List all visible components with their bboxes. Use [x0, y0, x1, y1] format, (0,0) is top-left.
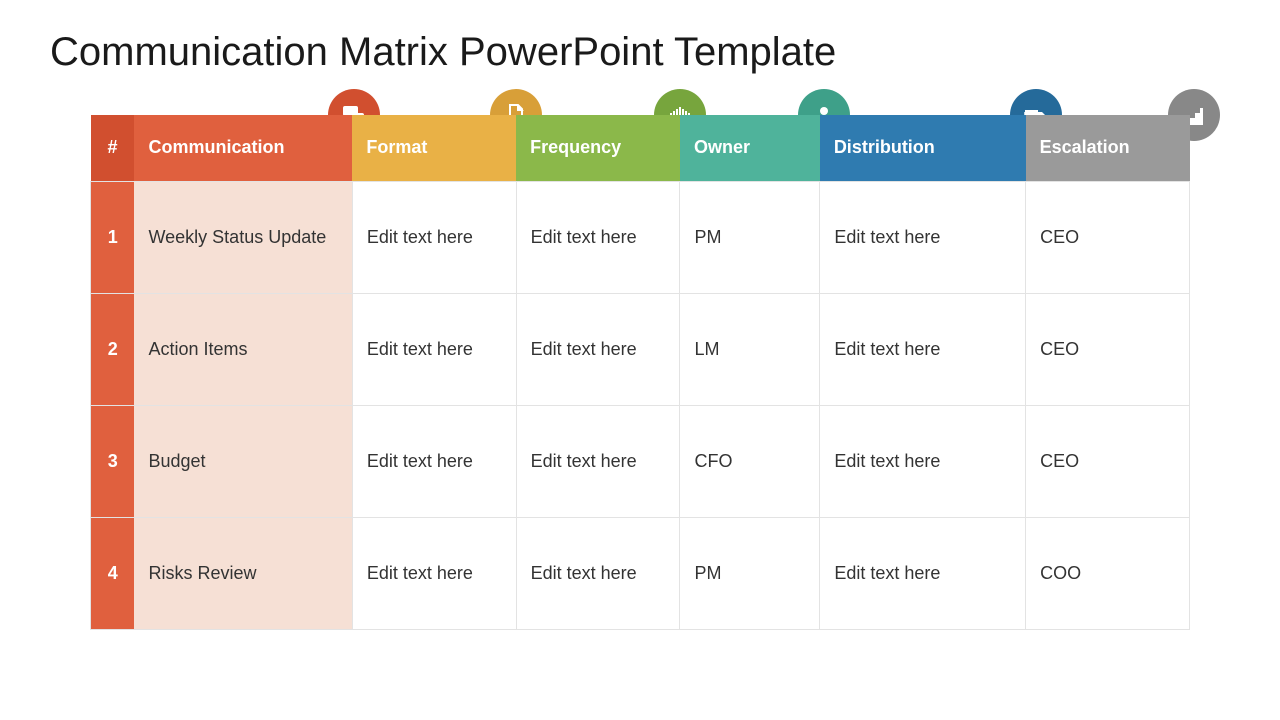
cell-escalation: CEO — [1026, 181, 1190, 293]
cell-owner: LM — [680, 293, 820, 405]
cell-distribution: Edit text here — [820, 293, 1026, 405]
communication-matrix-table: # Communication Format Frequency Owner D… — [90, 115, 1190, 630]
cell-distribution: Edit text here — [820, 517, 1026, 629]
cell-number: 3 — [91, 405, 135, 517]
header-owner: Owner — [680, 115, 820, 181]
header-number: # — [91, 115, 135, 181]
cell-format: Edit text here — [352, 181, 516, 293]
cell-escalation: CEO — [1026, 293, 1190, 405]
cell-communication: Budget — [134, 405, 352, 517]
cell-escalation: COO — [1026, 517, 1190, 629]
cell-frequency: Edit text here — [516, 517, 680, 629]
cell-owner: PM — [680, 181, 820, 293]
cell-frequency: Edit text here — [516, 181, 680, 293]
cell-escalation: CEO — [1026, 405, 1190, 517]
cell-owner: CFO — [680, 405, 820, 517]
cell-frequency: Edit text here — [516, 293, 680, 405]
header-escalation: Escalation — [1026, 115, 1190, 181]
table-row: 3 Budget Edit text here Edit text here C… — [91, 405, 1190, 517]
cell-communication: Action Items — [134, 293, 352, 405]
header-communication: Communication — [134, 115, 352, 181]
cell-format: Edit text here — [352, 405, 516, 517]
cell-number: 1 — [91, 181, 135, 293]
table-row: 4 Risks Review Edit text here Edit text … — [91, 517, 1190, 629]
table-row: 1 Weekly Status Update Edit text here Ed… — [91, 181, 1190, 293]
slide: Communication Matrix PowerPoint Template — [0, 0, 1280, 720]
cell-communication: Risks Review — [134, 517, 352, 629]
table-container: # Communication Format Frequency Owner D… — [90, 115, 1230, 630]
header-frequency: Frequency — [516, 115, 680, 181]
cell-owner: PM — [680, 517, 820, 629]
page-title: Communication Matrix PowerPoint Template — [50, 30, 1230, 75]
header-format: Format — [352, 115, 516, 181]
table-header-row: # Communication Format Frequency Owner D… — [91, 115, 1190, 181]
cell-communication: Weekly Status Update — [134, 181, 352, 293]
cell-distribution: Edit text here — [820, 405, 1026, 517]
table-body: 1 Weekly Status Update Edit text here Ed… — [91, 181, 1190, 629]
cell-frequency: Edit text here — [516, 405, 680, 517]
cell-number: 4 — [91, 517, 135, 629]
cell-distribution: Edit text here — [820, 181, 1026, 293]
cell-format: Edit text here — [352, 293, 516, 405]
cell-number: 2 — [91, 293, 135, 405]
table-row: 2 Action Items Edit text here Edit text … — [91, 293, 1190, 405]
header-distribution: Distribution — [820, 115, 1026, 181]
cell-format: Edit text here — [352, 517, 516, 629]
